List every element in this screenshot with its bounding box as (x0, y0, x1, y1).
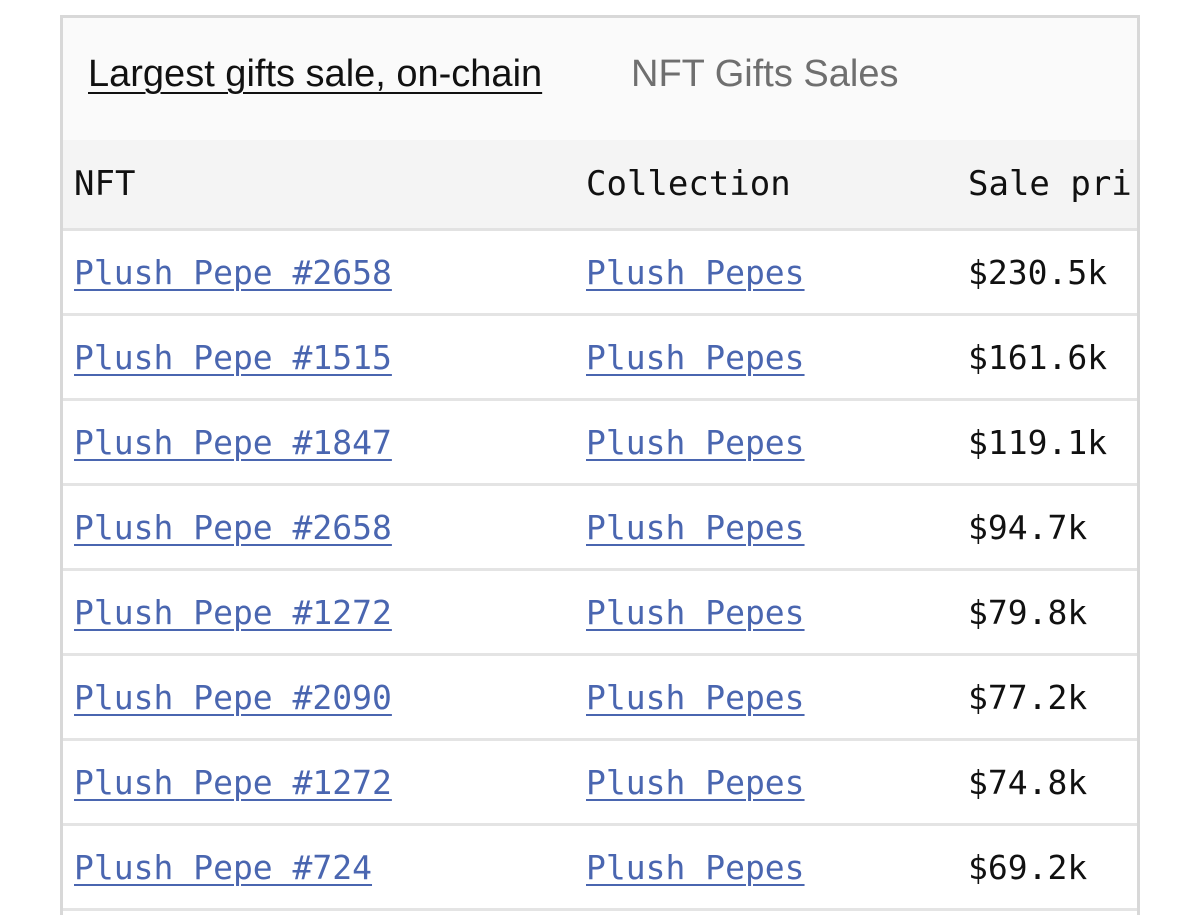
card-title-link[interactable]: Largest gifts sale, on-chain (88, 53, 543, 95)
cell-collection: Plush Pepes (575, 229, 957, 316)
cell-nft: Plush Pepe #1847 (63, 399, 575, 486)
nft-link[interactable]: Plush Pepe #2658 (74, 252, 392, 292)
cell-nft: Plush Pepe #1272 (63, 739, 575, 826)
collection-link[interactable]: Plush Pepes (586, 252, 805, 292)
cell-collection: Plush Pepes (575, 399, 957, 486)
collection-link[interactable]: Plush Pepes (586, 422, 805, 462)
nft-link[interactable]: Plush Pepe #2090 (74, 677, 392, 717)
column-header-nft[interactable]: NFT (63, 140, 575, 231)
nft-link[interactable]: Plush Pepe #1515 (74, 337, 392, 377)
nft-link[interactable]: Plush Pepe #1272 (74, 592, 392, 632)
cell-collection: Plush Pepes (575, 314, 957, 401)
column-header-sale-price[interactable]: Sale pri (957, 140, 1137, 231)
cell-collection: Plush Pepes (575, 654, 957, 741)
cell-sale-price: $161.6k (957, 314, 1137, 401)
cell-collection: Plush Pepes (575, 824, 957, 911)
cell-collection: Plush Pepes (575, 484, 957, 571)
cell-sale-price: $77.2k (957, 654, 1137, 741)
cell-sale-price: $79.8k (957, 569, 1137, 656)
card-header: Largest gifts sale, on-chain NFT Gifts S… (63, 18, 1137, 140)
cell-sale-price: $94.7k (957, 484, 1137, 571)
sales-card: Largest gifts sale, on-chain NFT Gifts S… (60, 15, 1140, 915)
cell-nft: Plush Pepe #1272 (63, 569, 575, 656)
collection-link[interactable]: Plush Pepes (586, 592, 805, 632)
cell-nft: Plush Pepe #724 (63, 824, 575, 911)
cell-collection: Plush Pepes (575, 569, 957, 656)
collection-link[interactable]: Plush Pepes (586, 677, 805, 717)
table-row: Plush Pepe #1515 Plush Pepes $161.6k (63, 314, 1137, 401)
sales-table: NFT Collection Sale pri Plush Pepe #2658… (63, 140, 1137, 911)
card-subtitle: NFT Gifts Sales (631, 53, 899, 95)
nft-link[interactable]: Plush Pepe #2658 (74, 507, 392, 547)
collection-link[interactable]: Plush Pepes (586, 847, 805, 887)
sales-table-container[interactable]: NFT Collection Sale pri Plush Pepe #2658… (63, 140, 1137, 911)
table-row: Plush Pepe #1272 Plush Pepes $74.8k (63, 739, 1137, 826)
table-row: Plush Pepe #2658 Plush Pepes $230.5k (63, 229, 1137, 316)
nft-link[interactable]: Plush Pepe #1847 (74, 422, 392, 462)
table-row: Plush Pepe #1847 Plush Pepes $119.1k (63, 399, 1137, 486)
column-header-collection[interactable]: Collection (575, 140, 957, 231)
cell-sale-price: $119.1k (957, 399, 1137, 486)
collection-link[interactable]: Plush Pepes (586, 337, 805, 377)
cell-sale-price: $69.2k (957, 824, 1137, 911)
cell-nft: Plush Pepe #2658 (63, 229, 575, 316)
cell-collection: Plush Pepes (575, 739, 957, 826)
cell-sale-price: $74.8k (957, 739, 1137, 826)
table-row: Plush Pepe #2090 Plush Pepes $77.2k (63, 654, 1137, 741)
cell-nft: Plush Pepe #1515 (63, 314, 575, 401)
table-header-row: NFT Collection Sale pri (63, 140, 1137, 231)
collection-link[interactable]: Plush Pepes (586, 507, 805, 547)
cell-nft: Plush Pepe #2090 (63, 654, 575, 741)
table-row: Plush Pepe #1272 Plush Pepes $79.8k (63, 569, 1137, 656)
nft-link[interactable]: Plush Pepe #724 (74, 847, 373, 887)
nft-link[interactable]: Plush Pepe #1272 (74, 762, 392, 802)
collection-link[interactable]: Plush Pepes (586, 762, 805, 802)
table-row: Plush Pepe #2658 Plush Pepes $94.7k (63, 484, 1137, 571)
cell-sale-price: $230.5k (957, 229, 1137, 316)
cell-nft: Plush Pepe #2658 (63, 484, 575, 571)
table-row: Plush Pepe #724 Plush Pepes $69.2k (63, 824, 1137, 911)
